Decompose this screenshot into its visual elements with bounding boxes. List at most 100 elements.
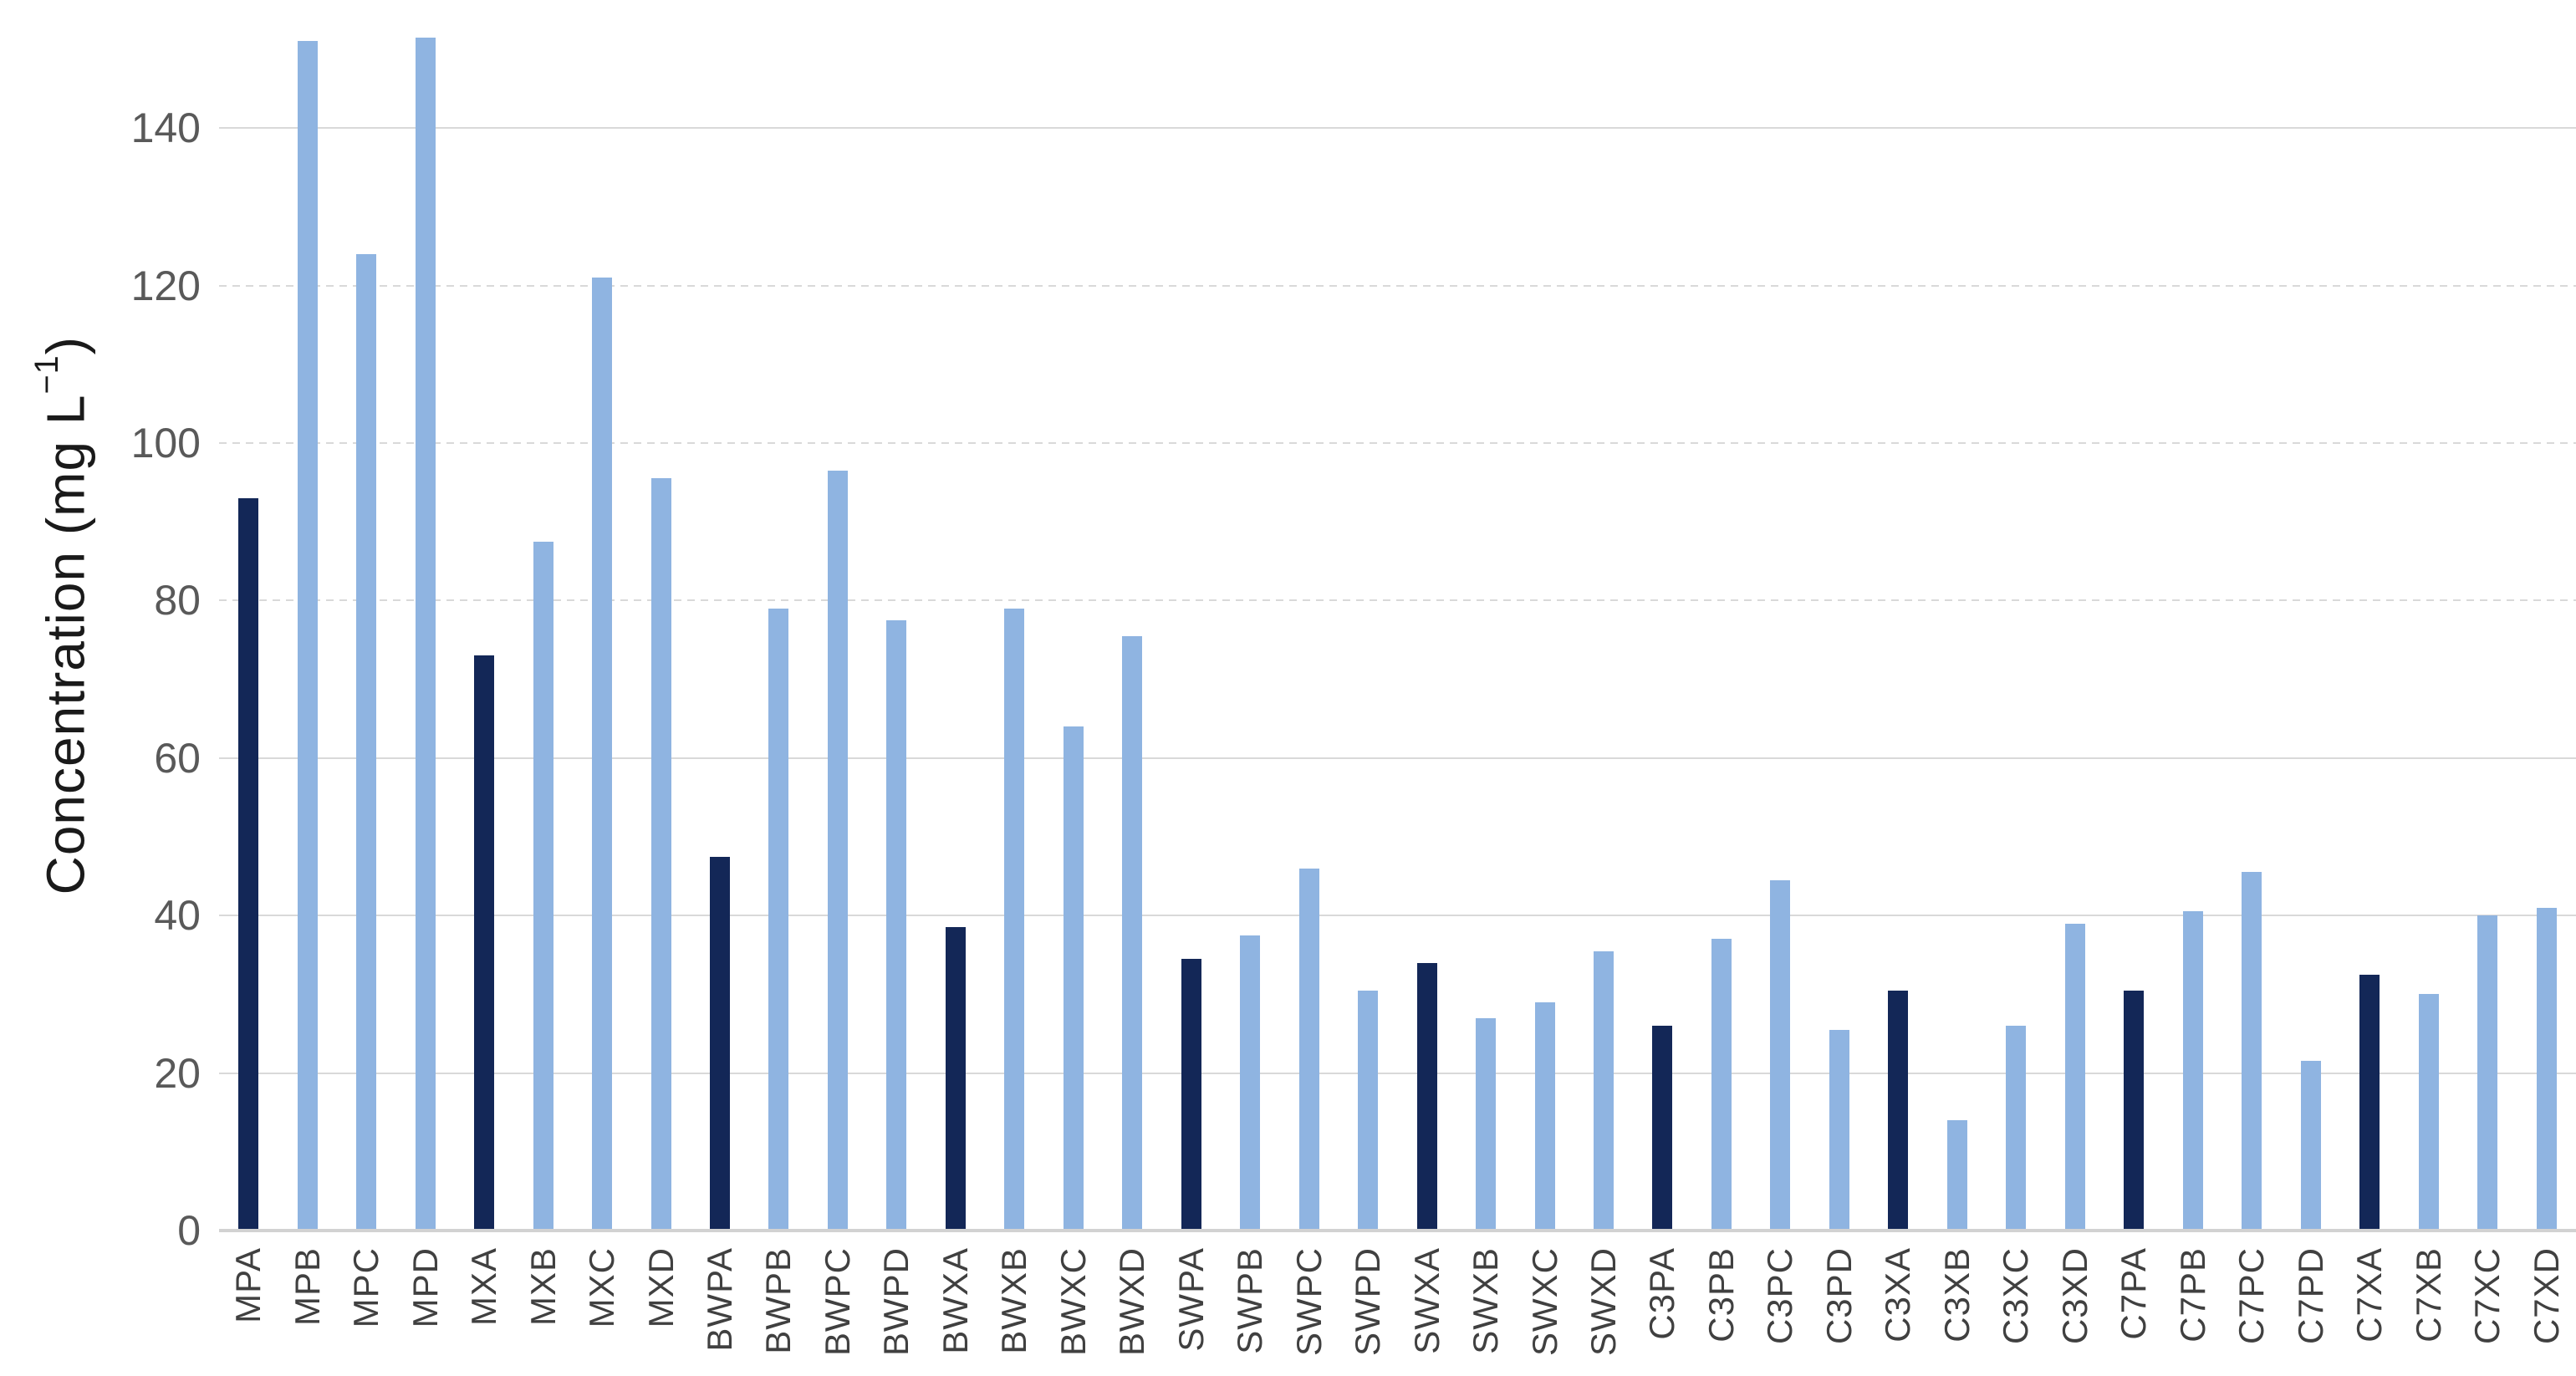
bar-SWXD — [1594, 950, 1614, 1231]
bar-slot-C7XA — [2340, 0, 2399, 1231]
x-label-SWXC: SWXC — [1524, 1247, 1564, 1356]
bar-C3XA — [1888, 990, 1909, 1231]
x-label-slot-C3PA: C3PA — [1633, 1247, 1691, 1376]
bar-slot-C3PD — [1810, 0, 1869, 1231]
x-axis-labels: MPA MPB MPC MPD MXA MXB MXC MXD BWPA BWPB BWPC BWPD… — [219, 1247, 2576, 1376]
x-label-slot-C3XA: C3XA — [1869, 1247, 1927, 1376]
bar-slot-C3PB — [1692, 0, 1751, 1231]
x-label-slot-C3PD: C3PD — [1810, 1247, 1869, 1376]
x-label-C7PD: C7PD — [2290, 1247, 2330, 1345]
bar-C7PD — [2300, 1061, 2321, 1231]
x-label-slot-SWXB: SWXB — [1456, 1247, 1515, 1376]
bar-slot-MPA — [219, 0, 278, 1231]
x-label-slot-MXD: MXD — [631, 1247, 690, 1376]
bar-slot-C3XC — [1987, 0, 2045, 1231]
plot-area — [219, 0, 2576, 1232]
bar-C3XB — [1946, 1120, 1967, 1231]
bar-MPA — [238, 497, 259, 1231]
x-label-slot-C7PD: C7PD — [2281, 1247, 2339, 1376]
bar-SWPD — [1358, 990, 1379, 1231]
bar-C7PA — [2124, 990, 2145, 1231]
x-label-slot-C7XD: C7XD — [2517, 1247, 2575, 1376]
x-label-slot-C3XB: C3XB — [1928, 1247, 1987, 1376]
bar-slot-MPD — [395, 0, 454, 1231]
bar-slot-SWPB — [1221, 0, 1279, 1231]
x-label-slot-SWPD: SWPD — [1339, 1247, 1397, 1376]
x-label-MPA: MPA — [228, 1247, 268, 1323]
bar-BWXD — [1122, 635, 1143, 1231]
bar-MXA — [474, 655, 495, 1231]
x-label-slot-C3PC: C3PC — [1751, 1247, 1809, 1376]
x-label-C3XD: C3XD — [2054, 1247, 2094, 1345]
bar-BWPA — [709, 856, 730, 1231]
bar-slot-C7PD — [2281, 0, 2339, 1231]
bar-BWXA — [945, 927, 966, 1231]
y-tick-label-120: 120 — [130, 262, 201, 309]
gridline-80 — [219, 599, 2576, 602]
x-label-SWPA: SWPA — [1171, 1247, 1211, 1352]
bar-slot-C7XB — [2399, 0, 2457, 1231]
x-label-C3PA: C3PA — [1642, 1247, 1682, 1340]
bar-C3XD — [2064, 923, 2085, 1231]
bar-MPD — [415, 37, 436, 1231]
x-label-C7PA: C7PA — [2114, 1247, 2154, 1340]
x-label-slot-SWXA: SWXA — [1397, 1247, 1456, 1376]
x-label-C7XC: C7XC — [2467, 1247, 2507, 1345]
gridline-60 — [219, 757, 2576, 759]
bar-slot-SWPD — [1339, 0, 1397, 1231]
bar-slot-SWPC — [1279, 0, 1338, 1231]
bar-BWPD — [886, 619, 907, 1231]
bar-C3XC — [2006, 1026, 2027, 1231]
bar-C7PB — [2182, 911, 2203, 1231]
x-label-slot-C7XB: C7XB — [2399, 1247, 2457, 1376]
bar-MXD — [650, 478, 671, 1231]
x-label-SWPD: SWPD — [1348, 1247, 1388, 1356]
bar-slot-BWPD — [867, 0, 926, 1231]
bar-slot-C7PC — [2222, 0, 2281, 1231]
bar-slot-MPC — [337, 0, 395, 1231]
x-label-C3PD: C3PD — [1819, 1247, 1859, 1345]
bar-C3PA — [1652, 1026, 1673, 1231]
bar-C7XA — [2359, 974, 2380, 1231]
x-label-slot-C7PB: C7PB — [2163, 1247, 2221, 1376]
x-label-C3XA: C3XA — [1878, 1247, 1918, 1343]
x-label-slot-SWPB: SWPB — [1221, 1247, 1279, 1376]
x-label-C3PB: C3PB — [1701, 1247, 1741, 1343]
x-label-slot-MXB: MXB — [513, 1247, 572, 1376]
x-label-MXA: MXA — [464, 1247, 504, 1327]
bar-slot-SWPA — [1162, 0, 1221, 1231]
x-label-slot-BWXD: BWXD — [1103, 1247, 1161, 1376]
x-label-SWXD: SWXD — [1584, 1247, 1624, 1356]
x-label-slot-C7XA: C7XA — [2340, 1247, 2399, 1376]
bar-slot-BWXC — [1044, 0, 1103, 1231]
x-label-BWPA: BWPA — [699, 1247, 739, 1352]
gridline-40 — [219, 915, 2576, 917]
bar-slot-BWPB — [749, 0, 808, 1231]
bar-C3PD — [1829, 1029, 1849, 1231]
x-label-slot-C7PC: C7PC — [2222, 1247, 2281, 1376]
bar-slot-MXA — [455, 0, 513, 1231]
y-tick-label-60: 60 — [154, 734, 201, 782]
bar-C7XB — [2418, 994, 2439, 1231]
bar-slot-C7PA — [2104, 0, 2163, 1231]
x-label-BWPB: BWPB — [758, 1247, 798, 1354]
x-label-MXD: MXD — [640, 1247, 681, 1328]
x-label-MPB: MPB — [287, 1247, 327, 1327]
x-label-slot-BWXC: BWXC — [1044, 1247, 1103, 1376]
bar-SWPC — [1298, 868, 1319, 1231]
bar-slot-SWXB — [1456, 0, 1515, 1231]
bar-slot-SWXA — [1397, 0, 1456, 1231]
x-label-BWXD: BWXD — [1112, 1247, 1152, 1356]
x-label-C3XC: C3XC — [1996, 1247, 2036, 1345]
bar-slot-SWXD — [1574, 0, 1633, 1231]
bar-SWXB — [1476, 1017, 1497, 1231]
y-axis-tick-labels: 0 20 40 60 80 100 120 140 — [92, 0, 201, 1251]
x-label-SWXB: SWXB — [1466, 1247, 1506, 1354]
bar-SWXC — [1534, 1001, 1555, 1231]
bar-MPB — [297, 41, 318, 1231]
bar-slot-BWPC — [809, 0, 867, 1231]
gridline-120 — [219, 284, 2576, 287]
x-label-MXC: MXC — [582, 1247, 622, 1328]
x-label-MPD: MPD — [405, 1247, 445, 1328]
x-label-slot-SWXD: SWXD — [1574, 1247, 1633, 1376]
